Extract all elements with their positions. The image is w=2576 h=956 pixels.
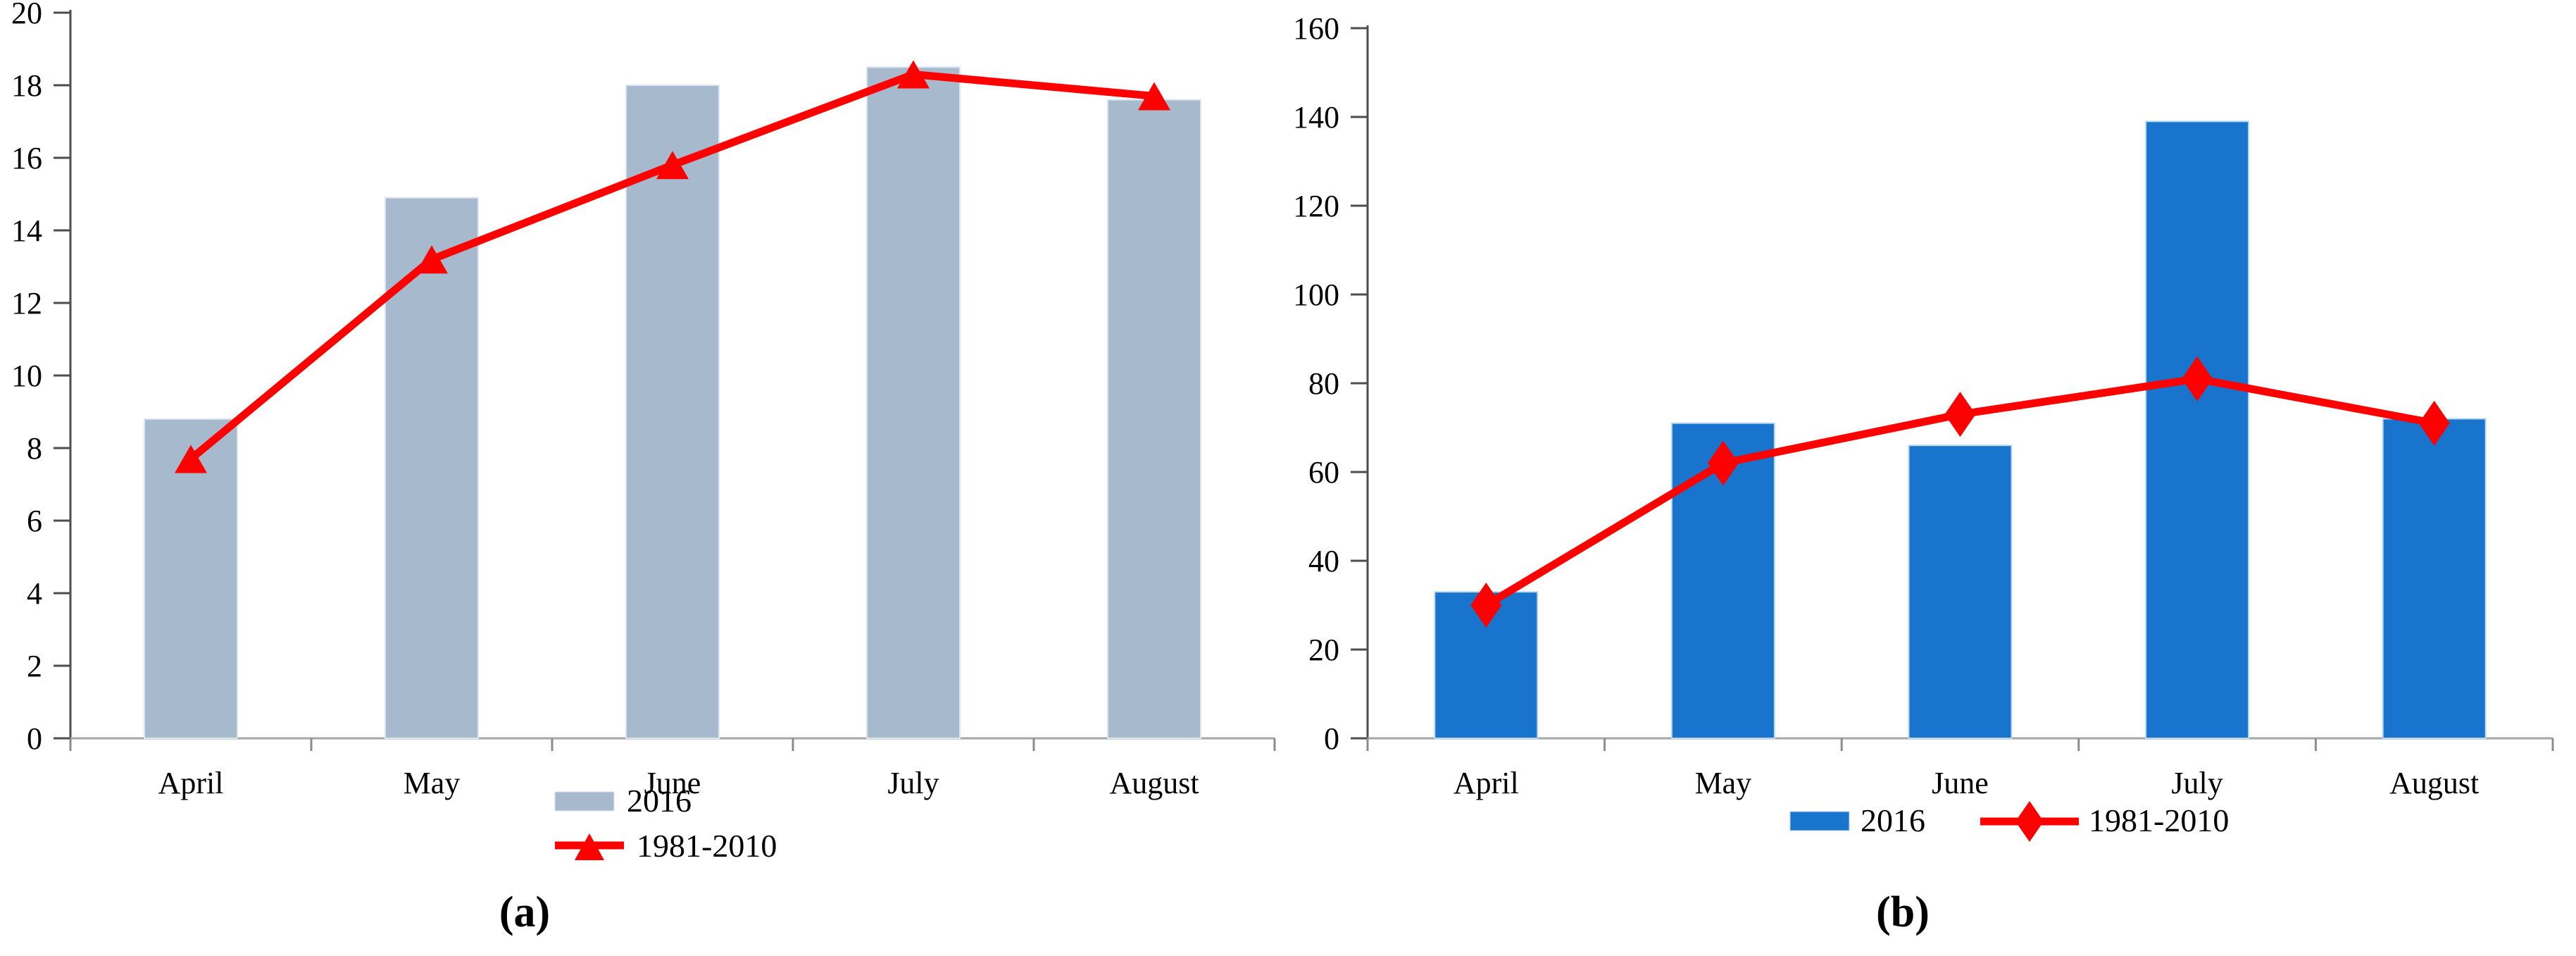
month-label-a-august: August (1109, 766, 1199, 800)
y-tick-label-b-20: 20 (1308, 633, 1339, 667)
line-point-a-june (656, 151, 689, 180)
y-tick-label-b-80: 80 (1308, 366, 1339, 401)
y-tick-label-b-40: 40 (1308, 544, 1339, 578)
month-label-b-august: August (2389, 766, 2479, 800)
month-label-b-june: June (1932, 766, 1989, 800)
bar-b-august-2016 (2382, 418, 2487, 740)
legend-b-bar-label: 2016 (1861, 802, 1925, 838)
y-tick-label-a-4: 4 (27, 576, 42, 611)
month-label-a-july: July (887, 766, 939, 800)
y-tick-label-a-16: 16 (11, 141, 42, 175)
y-tick-label-a-14: 14 (11, 213, 42, 248)
line-point-b-may (1707, 440, 1739, 486)
line-point-a-april (175, 445, 207, 473)
bar-a-may-2016 (384, 197, 479, 739)
line-point-a-august (1138, 82, 1170, 111)
line-point-b-june (1944, 392, 1976, 437)
chart-b-canvas: 0 20 40 60 80 100 120 140 160 April May June July Aug… (1293, 11, 2554, 936)
y-tick-label-b-0: 0 (1324, 721, 1339, 756)
y-tick-label-a-2: 2 (27, 649, 42, 683)
legend-b-bar-swatch (1789, 811, 1850, 831)
y-tick-label-b-160: 160 (1293, 11, 1339, 46)
y-tick-label-b-140: 140 (1293, 100, 1339, 135)
line-point-a-july (897, 60, 930, 89)
bar-b-july-2016 (2145, 120, 2250, 740)
month-label-a-may: May (404, 766, 461, 800)
bar-a-august-2016 (1107, 99, 1201, 740)
legend-b-line-marker (2015, 801, 2044, 842)
legend-b-line-label: 1981-2010 (2089, 802, 2229, 838)
y-tick-label-a-10: 10 (11, 359, 42, 393)
month-label-a-june: June (644, 766, 701, 800)
legend-a-line-label: 1981-2010 (637, 828, 777, 864)
line-point-b-april (1470, 583, 1502, 628)
y-tick-label-a-6: 6 (27, 504, 42, 538)
y-tick-label-a-20: 20 (11, 0, 42, 30)
y-tick-label-a-18: 18 (11, 68, 42, 103)
y-tick-label-b-60: 60 (1308, 455, 1339, 490)
legend-a-bar-swatch (554, 791, 615, 812)
line-point-a-may (415, 245, 448, 274)
caption-a: (a) (499, 888, 550, 936)
month-label-b-july: July (2171, 766, 2222, 800)
caption-b: (b) (1876, 888, 1930, 936)
month-label-a-april: April (158, 766, 224, 800)
line-point-b-august (2418, 400, 2450, 446)
y-tick-label-a-12: 12 (11, 286, 42, 321)
legend-a-line-marker (575, 833, 604, 860)
bar-b-june-2016 (1908, 445, 2013, 739)
chart-panel-a: 0 2 4 6 8 10 12 14 16 18 20 April May June July August 2… (11, 0, 1276, 936)
bar-a-july-2016 (866, 66, 961, 739)
bar-a-june-2016 (625, 85, 720, 739)
y-tick-label-a-8: 8 (27, 431, 42, 466)
y-tick-label-a-0: 0 (27, 721, 42, 756)
legend-a-bar-label: 2016 (627, 783, 692, 819)
chart-a-canvas: 0 2 4 6 8 10 12 14 16 18 20 April May June July August 2… (11, 0, 1276, 936)
month-label-b-may: May (1695, 766, 1752, 800)
chart-panel-b: 0 20 40 60 80 100 120 140 160 April May June July Aug… (1289, 0, 2576, 956)
line-point-b-july (2182, 356, 2213, 402)
y-tick-label-b-120: 120 (1293, 189, 1339, 223)
y-tick-label-b-100: 100 (1293, 278, 1339, 312)
month-label-b-april: April (1453, 766, 1519, 800)
